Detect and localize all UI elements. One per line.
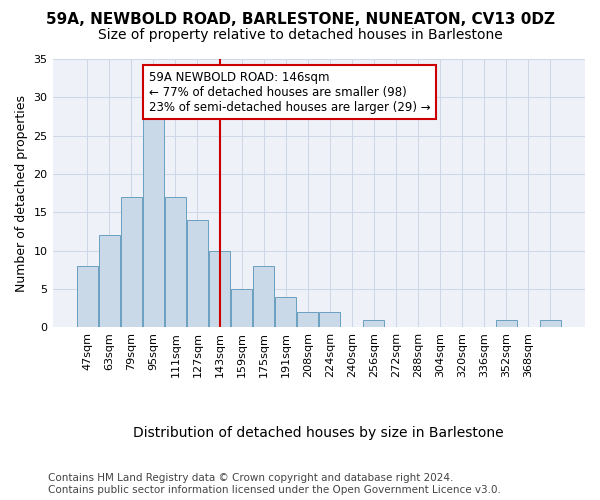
Bar	[187, 220, 208, 328]
Text: Contains HM Land Registry data © Crown copyright and database right 2024.
Contai: Contains HM Land Registry data © Crown c…	[48, 474, 501, 495]
Bar	[209, 250, 230, 328]
Text: 59A, NEWBOLD ROAD, BARLESTONE, NUNEATON, CV13 0DZ: 59A, NEWBOLD ROAD, BARLESTONE, NUNEATON,…	[46, 12, 554, 28]
X-axis label: Distribution of detached houses by size in Barlestone: Distribution of detached houses by size …	[133, 426, 504, 440]
Bar	[165, 197, 186, 328]
Bar	[319, 312, 340, 328]
Bar	[364, 320, 385, 328]
Bar	[143, 112, 164, 328]
Y-axis label: Number of detached properties: Number of detached properties	[15, 94, 28, 292]
Bar	[77, 266, 98, 328]
Text: Size of property relative to detached houses in Barlestone: Size of property relative to detached ho…	[98, 28, 502, 42]
Bar	[121, 197, 142, 328]
Bar	[99, 236, 120, 328]
Text: 59A NEWBOLD ROAD: 146sqm
← 77% of detached houses are smaller (98)
23% of semi-d: 59A NEWBOLD ROAD: 146sqm ← 77% of detach…	[149, 70, 431, 114]
Bar	[540, 320, 561, 328]
Bar	[231, 289, 252, 328]
Bar	[297, 312, 318, 328]
Bar	[496, 320, 517, 328]
Bar	[275, 296, 296, 328]
Bar	[253, 266, 274, 328]
